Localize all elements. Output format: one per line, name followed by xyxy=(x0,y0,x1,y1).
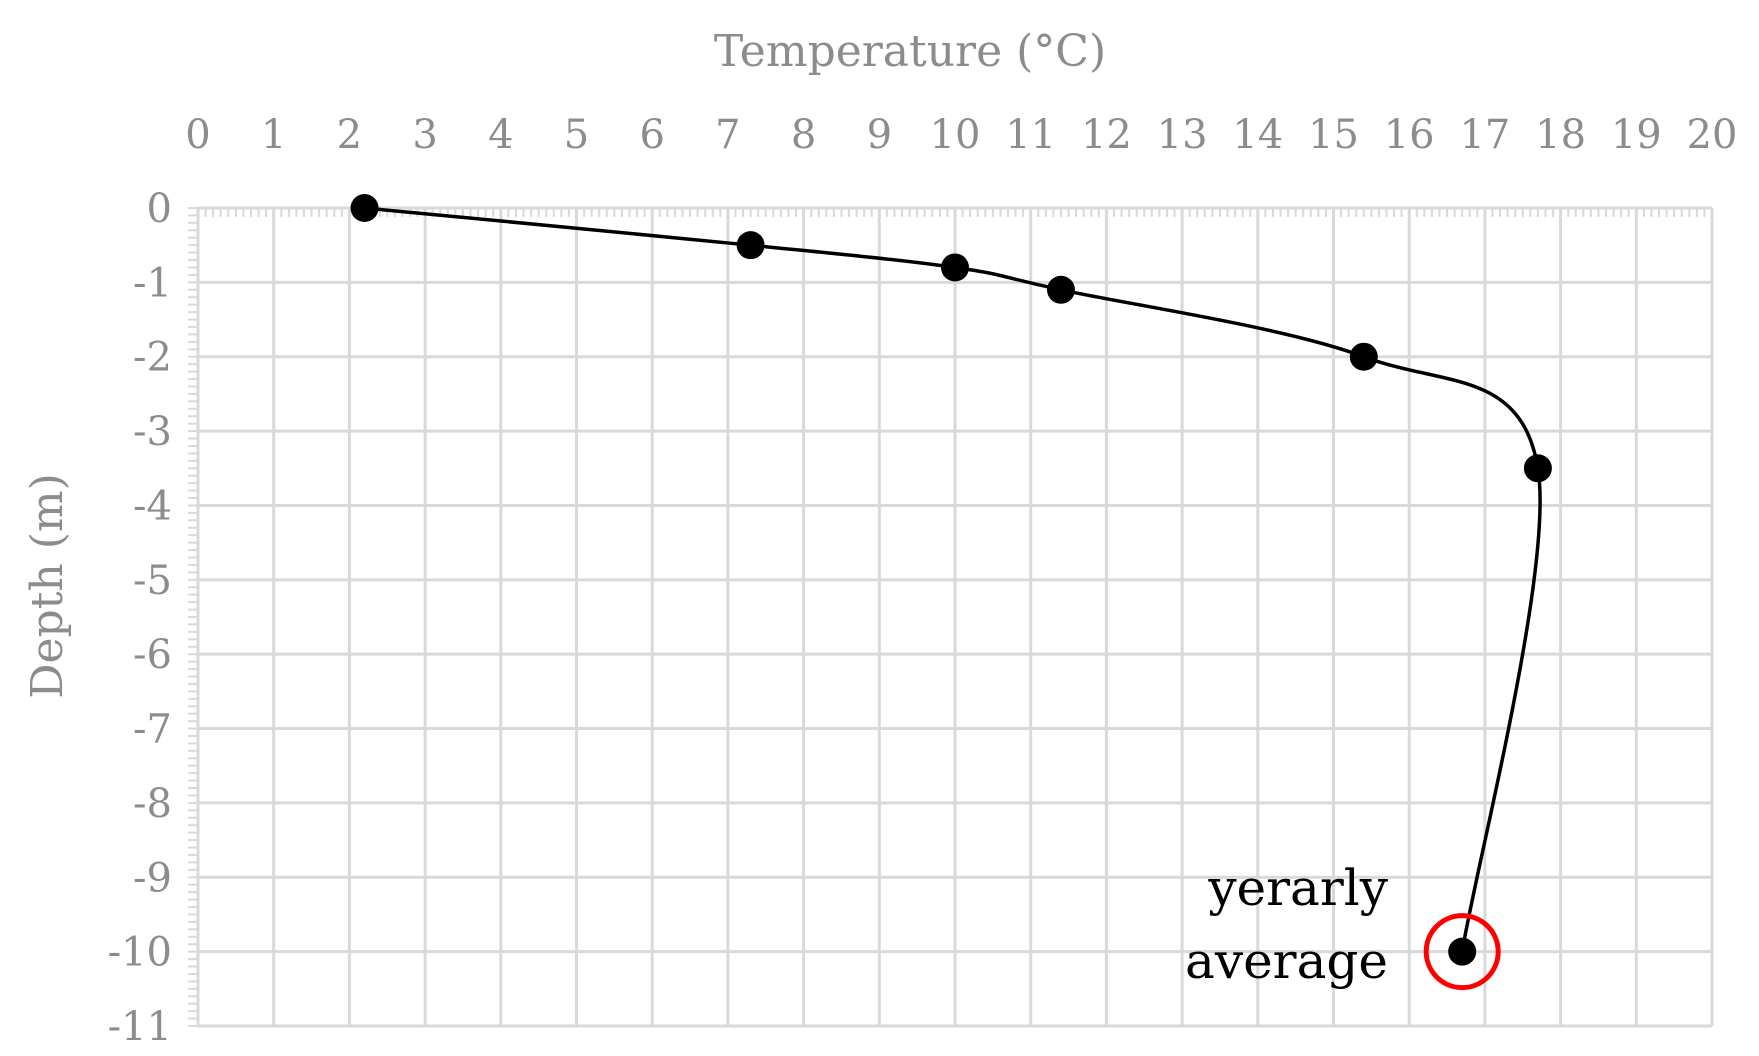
x-tick-label: 6 xyxy=(639,112,664,158)
x-tick-label: 5 xyxy=(564,112,589,158)
x-tick-label: 16 xyxy=(1384,112,1435,158)
x-tick-label: 0 xyxy=(185,112,210,158)
y-tick-label: -6 xyxy=(133,632,172,678)
x-tick-label: 17 xyxy=(1459,112,1510,158)
series-line xyxy=(364,206,1542,952)
y-tick-label: -3 xyxy=(133,409,172,455)
annotation: yerarly average xyxy=(1185,859,1501,991)
y-tick-labels: 0 -1 -2 -3 -4 -5 -6 -7 -8 -9 -10 -11 xyxy=(108,186,172,1050)
x-tick-label: 8 xyxy=(791,112,816,158)
y-tick-label: 0 xyxy=(147,186,172,232)
grid xyxy=(196,206,1714,1028)
minor-ticks xyxy=(188,207,1713,1027)
x-tick-label: 20 xyxy=(1687,112,1738,158)
y-axis-title: Depth (m) xyxy=(22,473,73,699)
annotation-line-2: average xyxy=(1185,932,1388,990)
x-tick-label: 10 xyxy=(930,112,981,158)
x-tick-label: 1 xyxy=(261,112,286,158)
x-tick-label: 14 xyxy=(1232,112,1283,158)
data-point xyxy=(1349,342,1378,371)
y-tick-label: -5 xyxy=(133,558,172,604)
x-tick-label: 12 xyxy=(1081,112,1132,158)
x-tick-label: 7 xyxy=(715,112,740,158)
x-tick-labels: 0 1 2 3 4 5 6 7 8 9 10 11 12 13 14 15 16 17 18 19 20 xyxy=(185,112,1737,158)
data-point xyxy=(1448,937,1477,966)
x-tick-label: 19 xyxy=(1611,112,1662,158)
y-tick-label: -2 xyxy=(133,335,172,381)
x-tick-label: 4 xyxy=(488,112,513,158)
data-point xyxy=(1523,454,1552,483)
x-tick-label: 2 xyxy=(337,112,362,158)
y-tick-label: -9 xyxy=(133,855,172,901)
series xyxy=(350,194,1552,966)
highlight-circle xyxy=(1423,913,1501,991)
y-tick-label: -1 xyxy=(133,260,172,306)
x-axis-title: Temperature (°C) xyxy=(714,26,1106,77)
annotation-line-1: yerarly xyxy=(1207,859,1388,917)
y-tick-label: -10 xyxy=(108,930,172,976)
x-tick-label: 11 xyxy=(1005,112,1056,158)
x-tick-label: 9 xyxy=(867,112,892,158)
y-tick-label: -11 xyxy=(108,1004,172,1050)
y-tick-label: -8 xyxy=(133,781,172,827)
y-tick-label: -4 xyxy=(133,483,172,529)
data-point xyxy=(941,253,969,282)
x-tick-label: 3 xyxy=(412,112,437,158)
x-tick-label: 15 xyxy=(1308,112,1359,158)
data-point xyxy=(736,231,765,260)
data-point xyxy=(1046,275,1075,304)
x-tick-label: 18 xyxy=(1535,112,1586,158)
data-point xyxy=(350,194,379,222)
x-tick-label: 13 xyxy=(1157,112,1208,158)
y-tick-label: -7 xyxy=(133,707,172,753)
